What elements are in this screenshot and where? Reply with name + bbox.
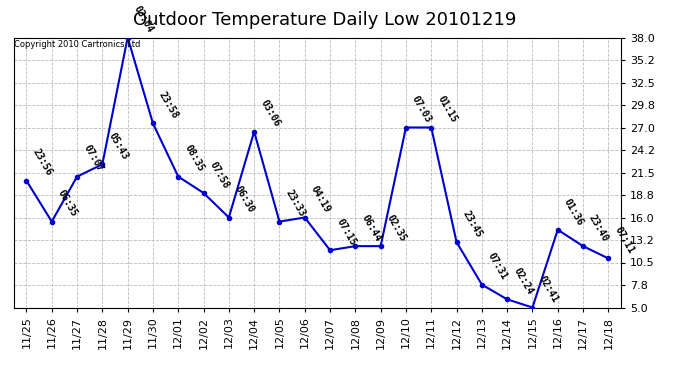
Text: 02:24: 02:24 xyxy=(511,266,535,297)
Text: 01:36: 01:36 xyxy=(562,196,585,227)
Text: 07:07: 07:07 xyxy=(81,143,105,174)
Text: 04:19: 04:19 xyxy=(309,184,333,215)
Text: Copyright 2010 Cartronics Ltd: Copyright 2010 Cartronics Ltd xyxy=(14,40,141,49)
Text: 01:15: 01:15 xyxy=(435,94,459,125)
Text: 08:35: 08:35 xyxy=(182,143,206,174)
Text: Outdoor Temperature Daily Low 20101219: Outdoor Temperature Daily Low 20101219 xyxy=(132,11,516,29)
Text: 07:11: 07:11 xyxy=(613,225,636,256)
Text: 07:31: 07:31 xyxy=(486,251,509,282)
Text: 07:03: 07:03 xyxy=(410,94,433,125)
Text: 02:41: 02:41 xyxy=(537,274,560,305)
Text: 03:04: 03:04 xyxy=(132,4,155,35)
Text: 07:15: 07:15 xyxy=(334,217,357,248)
Text: 23:33: 23:33 xyxy=(284,188,307,219)
Text: 23:56: 23:56 xyxy=(30,147,54,178)
Text: 23:58: 23:58 xyxy=(157,90,181,121)
Text: 05:43: 05:43 xyxy=(106,131,130,162)
Text: 06:35: 06:35 xyxy=(56,188,79,219)
Text: 06:44: 06:44 xyxy=(359,213,383,243)
Text: 23:45: 23:45 xyxy=(461,209,484,239)
Text: 06:30: 06:30 xyxy=(233,184,257,215)
Text: 02:35: 02:35 xyxy=(385,213,408,243)
Text: 07:58: 07:58 xyxy=(208,160,231,190)
Text: 03:06: 03:06 xyxy=(258,98,282,129)
Text: 23:40: 23:40 xyxy=(587,213,611,243)
